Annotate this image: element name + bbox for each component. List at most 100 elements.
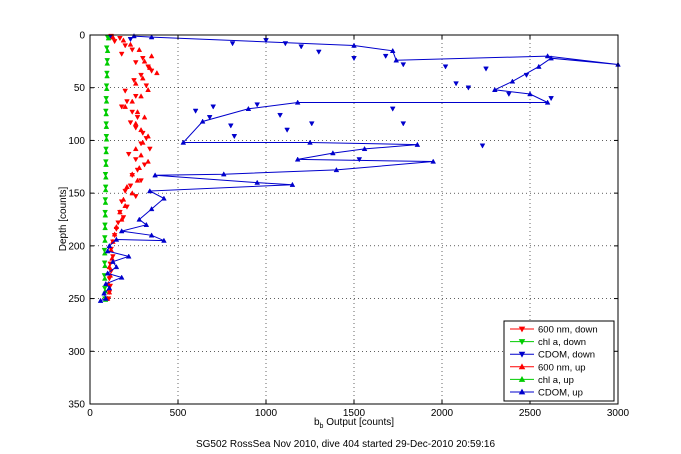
data-point <box>491 86 498 92</box>
data-point <box>118 104 125 110</box>
data-point <box>400 62 407 68</box>
data-point <box>103 280 109 286</box>
data-point <box>104 60 111 66</box>
data-point <box>544 99 551 105</box>
data-point <box>141 114 148 120</box>
data-point <box>161 195 167 201</box>
data-point <box>192 108 199 114</box>
data-point <box>113 236 120 242</box>
data-point <box>110 258 116 264</box>
data-point <box>544 53 551 59</box>
data-point <box>351 56 357 62</box>
x-tick-label: 2000 <box>431 408 454 419</box>
data-point <box>138 93 144 99</box>
data-point <box>134 177 141 183</box>
data-point <box>103 161 109 167</box>
data-point <box>139 75 146 81</box>
data-point <box>125 253 132 259</box>
data-point <box>110 34 116 40</box>
data-point <box>102 225 108 231</box>
data-point <box>145 86 151 92</box>
data-point <box>104 73 110 79</box>
data-point <box>356 157 363 163</box>
data-point <box>400 121 407 127</box>
data-point <box>294 99 301 105</box>
series-cdom-up <box>97 33 621 303</box>
data-point <box>131 33 137 39</box>
data-point <box>127 37 134 43</box>
data-point <box>442 64 449 70</box>
data-point <box>124 99 130 105</box>
data-point <box>307 139 313 145</box>
data-point <box>103 159 109 165</box>
data-point <box>139 56 146 62</box>
data-point <box>139 139 146 145</box>
data-point <box>180 139 187 145</box>
data-point <box>122 43 129 49</box>
data-point <box>161 237 167 243</box>
data-point <box>231 134 238 140</box>
data-point <box>122 188 129 194</box>
data-point <box>102 209 108 216</box>
data-point <box>479 143 486 149</box>
data-point <box>102 184 109 190</box>
data-point <box>136 46 143 52</box>
data-point <box>131 78 137 84</box>
data-point <box>284 127 290 133</box>
grid-lines <box>90 35 618 404</box>
data-point <box>148 53 155 59</box>
y-tick-label: 0 <box>79 31 85 42</box>
data-point <box>103 295 109 301</box>
legend-marker <box>518 351 526 358</box>
data-point <box>136 216 143 222</box>
axis-ticks: 0 500 1000 1500 2000 2500 3000 0 50 100 150 200 250 3… <box>68 31 629 420</box>
data-point <box>103 45 110 51</box>
data-point <box>132 93 139 100</box>
series-chl-a-down <box>101 34 111 302</box>
series-chl-a-up <box>101 35 112 302</box>
data-point <box>132 194 139 200</box>
data-point <box>102 187 109 193</box>
data-point <box>104 47 111 53</box>
data-point <box>148 34 155 40</box>
legend-entry: chl a, up <box>510 375 574 386</box>
legend-label: CDOM, down <box>538 350 595 361</box>
data-point <box>118 228 125 234</box>
data-point <box>101 247 108 253</box>
data-point <box>111 39 118 45</box>
data-point <box>102 199 109 205</box>
data-point <box>393 57 400 63</box>
y-axis-label: Depth [counts] <box>58 187 69 252</box>
data-point <box>118 51 125 57</box>
data-point <box>414 141 421 147</box>
data-point <box>138 126 144 133</box>
data-point <box>104 70 110 76</box>
data-point <box>138 152 144 158</box>
legend-marker <box>518 375 526 382</box>
data-point <box>106 264 113 270</box>
x-tick-label: 500 <box>170 408 187 419</box>
data-point <box>333 167 340 173</box>
series-layer <box>97 33 621 303</box>
data-point <box>103 121 110 127</box>
data-point <box>118 216 125 222</box>
data-point <box>143 221 150 227</box>
data-point <box>148 206 155 212</box>
data-point <box>103 96 110 102</box>
x-tick-label: 2500 <box>519 408 542 419</box>
data-point <box>132 60 139 66</box>
data-point <box>308 121 315 127</box>
legend-label: 600 nm, down <box>538 325 598 336</box>
data-point <box>120 196 127 202</box>
data-point <box>294 156 301 162</box>
legend-label: chl a, down <box>538 337 586 348</box>
legend-marker <box>518 326 526 333</box>
x-tick-label: 0 <box>87 408 93 419</box>
y-tick-label: 350 <box>68 400 85 411</box>
x-axis-label-subscript: b <box>320 423 324 430</box>
legend-entry: 600 nm, up <box>510 362 586 373</box>
data-point <box>199 118 206 124</box>
data-point <box>535 63 542 69</box>
data-point <box>143 83 150 89</box>
